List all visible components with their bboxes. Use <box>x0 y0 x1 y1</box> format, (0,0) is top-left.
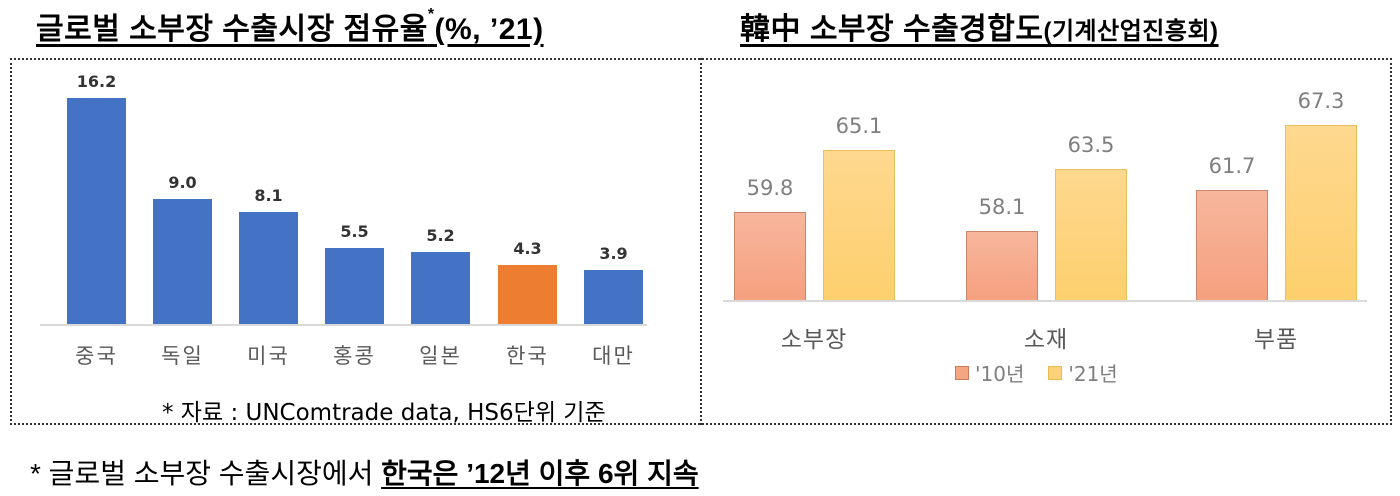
left-bar-value-label: 4.3 <box>513 239 542 258</box>
left-chart-title: 글로벌 소부장 수출시장 점유율*(%, ’21) <box>36 4 544 48</box>
left-x-axis <box>40 324 647 326</box>
right-category-label: 소부장 <box>780 327 848 353</box>
left-title-text: 글로벌 소부장 수출시장 점유율 <box>36 13 428 46</box>
left-bar-value-label: 5.2 <box>426 226 455 245</box>
left-bar-value-label: 16.2 <box>76 72 117 91</box>
left-category-label: 중국 <box>75 344 118 368</box>
right-category-label: 부품 <box>1253 327 1299 353</box>
right-title-text: 韓中 소부장 수출경합도 <box>740 13 1044 46</box>
left-category-label: 일본 <box>419 344 462 368</box>
left-bar-3 <box>239 212 298 325</box>
left-bar-6 <box>498 265 557 325</box>
legend-label-2010: '10년 <box>975 362 1025 386</box>
left-bar-1 <box>67 98 126 325</box>
right-chart-title: 韓中 소부장 수출경합도(기계산업진흥회) <box>740 4 1219 48</box>
source-footnote: * 자료 : UNComtrade data, HS6단위 기준 <box>162 400 606 426</box>
right-bar-2021-2 <box>1055 169 1127 301</box>
right-bar-value-label: 67.3 <box>1297 89 1345 113</box>
right-bar-2010-1 <box>734 212 806 301</box>
legend-swatch-2021 <box>1048 365 1063 380</box>
right-category-label: 소재 <box>1023 327 1069 353</box>
legend-label-2021: '21년 <box>1068 362 1118 386</box>
left-bar-value-label: 9.0 <box>168 173 197 192</box>
left-bar-4 <box>325 248 384 325</box>
left-bar-value-label: 5.5 <box>340 222 369 241</box>
right-bar-2021-1 <box>823 150 895 301</box>
right-bar-2010-3 <box>1196 190 1268 301</box>
title-asterisk: * <box>427 6 435 23</box>
left-category-label: 미국 <box>247 344 290 368</box>
right-chart-legend: '10년 '21년 <box>955 358 1118 387</box>
right-bar-value-label: 63.5 <box>1067 133 1115 157</box>
left-bar-7 <box>584 270 643 325</box>
left-bar-value-label: 3.9 <box>599 244 628 263</box>
legend-swatch-2010 <box>955 365 969 380</box>
left-category-label: 독일 <box>161 344 204 368</box>
left-bar-2 <box>153 199 212 325</box>
right-bar-2021-3 <box>1285 125 1357 301</box>
left-category-label: 홍콩 <box>333 344 376 368</box>
panel-divider <box>700 58 702 425</box>
bottom-note-prefix: * 글로벌 소부장 수출시장에서 <box>30 458 382 489</box>
left-title-suffix: (%, ’21) <box>434 13 544 46</box>
right-bar-value-label: 65.1 <box>835 114 883 138</box>
right-bar-value-label: 58.1 <box>978 195 1026 219</box>
right-x-axis <box>723 300 1367 302</box>
bottom-summary-note: * 글로벌 소부장 수출시장에서 한국은 ’12년 이후 6위 지속 <box>30 452 699 492</box>
left-bar-5 <box>411 252 470 325</box>
left-category-label: 한국 <box>506 344 549 368</box>
left-bar-value-label: 8.1 <box>254 186 283 205</box>
right-title-source: (기계산업진흥회) <box>1043 18 1219 45</box>
right-bar-value-label: 61.7 <box>1208 154 1256 178</box>
right-bar-value-label: 59.8 <box>746 176 794 200</box>
left-category-label: 대만 <box>592 344 635 368</box>
right-bar-2010-2 <box>966 231 1038 301</box>
bottom-note-emphasis: 한국은 ’12년 이후 6위 지속 <box>381 458 699 489</box>
